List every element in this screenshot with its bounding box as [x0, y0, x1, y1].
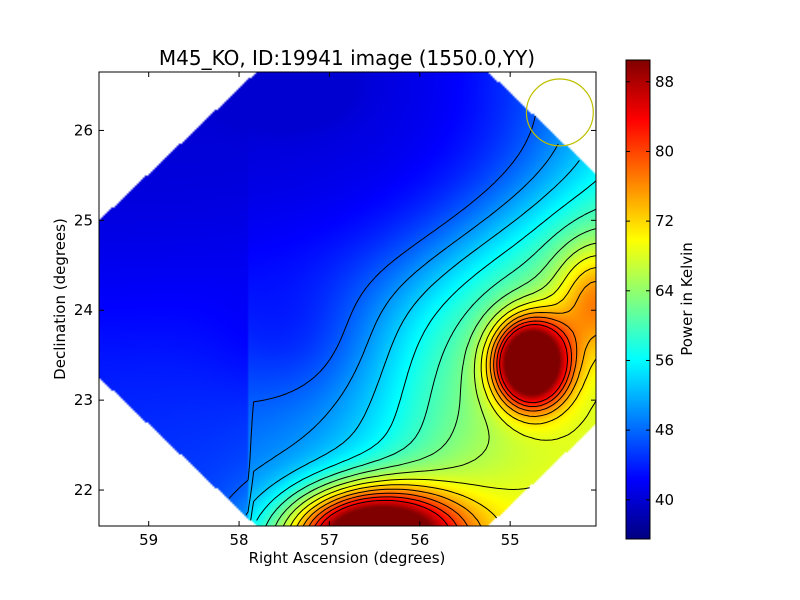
contour-layer [228, 115, 596, 526]
x-tick-label: 59 [139, 531, 158, 549]
contour-line [274, 228, 596, 526]
contour-line [289, 255, 596, 526]
chart-title: M45_KO, ID:19941 image (1550.0,YY) [159, 46, 535, 70]
plot-frame [98, 71, 597, 527]
x-tick-label: 58 [230, 531, 249, 549]
colorbar-tick-label: 80 [655, 142, 674, 160]
colorbar-tick-label: 40 [655, 491, 674, 509]
x-axis-label: Right Ascension (degrees) [249, 549, 446, 567]
colorbar: 40 48 56 64 72 80 88 Power in Kelvin [625, 59, 696, 540]
x-tick-label: 55 [501, 531, 520, 549]
colorbar-tick-label: 64 [655, 282, 674, 300]
contour-line [296, 267, 596, 526]
colorbar-tick-label: 88 [655, 73, 674, 91]
colorbar-ticks: 40 48 56 64 72 80 88 [626, 73, 674, 509]
contour-line [245, 143, 559, 516]
x-tick-label: 56 [410, 531, 429, 549]
contour-line [282, 242, 596, 526]
y-tick-label: 24 [74, 301, 93, 319]
contour-line [265, 208, 596, 526]
y-tick-label: 26 [74, 121, 93, 139]
beam-marker [525, 78, 594, 147]
contour-line [314, 320, 572, 526]
colorbar-tick-label: 72 [655, 212, 674, 230]
y-tick-label: 23 [74, 391, 93, 409]
x-tick-label: 57 [320, 531, 339, 549]
y-tick-label: 25 [74, 211, 93, 229]
colorbar-tick-label: 56 [655, 351, 674, 369]
colorbar-label: Power in Kelvin [678, 242, 696, 356]
plot-area [98, 71, 597, 527]
contour-line [256, 180, 596, 521]
y-axis-label: Declination (degrees) [51, 218, 69, 380]
y-tick-label: 22 [74, 481, 93, 499]
contour-line [308, 316, 578, 526]
heatmap-image [99, 72, 596, 526]
contour-line [320, 324, 568, 526]
contour-line [250, 160, 580, 521]
x-axis: 59 58 57 56 55 [139, 72, 520, 549]
y-axis: 22 23 24 25 26 [74, 121, 596, 499]
colorbar-tick-label: 48 [655, 421, 674, 439]
contour-line [302, 280, 596, 526]
contour-line [228, 115, 536, 499]
colorbar-gradient [625, 59, 651, 540]
